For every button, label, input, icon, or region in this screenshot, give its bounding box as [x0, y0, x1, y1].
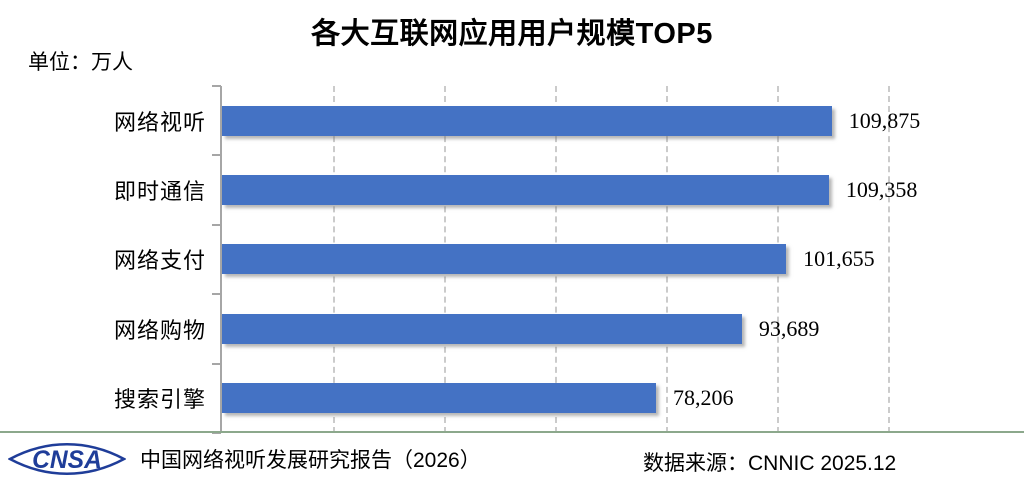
category-label: 搜索引擎	[113, 387, 206, 413]
plot-area: 109,875 109,358 101,655 93,689 78,206	[212, 85, 985, 434]
value-label: 109,358	[845, 177, 918, 203]
axis-tick	[212, 85, 221, 87]
footer-divider	[0, 431, 1024, 433]
bar-row: 109,875	[222, 86, 985, 155]
bar-row: 109,358	[222, 155, 985, 224]
category-label: 网络支付	[113, 248, 206, 274]
data-source: 数据来源：CNNIC 2025.12	[643, 452, 897, 475]
axis-tick	[212, 293, 221, 296]
category-label: 网络视听	[113, 109, 206, 135]
y-axis-line	[220, 86, 222, 433]
bar	[222, 175, 829, 206]
unit-label: 单位：万人	[28, 50, 133, 74]
bar	[222, 105, 832, 136]
value-label: 78,206	[672, 385, 734, 411]
value-label: 101,655	[803, 246, 875, 272]
bar	[222, 313, 742, 344]
value-label: 109,875	[848, 107, 921, 133]
axis-tick	[212, 223, 221, 226]
axis-tick	[212, 154, 221, 157]
cnsa-logo-text: CNSA	[32, 447, 102, 474]
bar	[222, 244, 787, 275]
category-labels: 网络视听即时通信网络支付网络购物搜索引擎	[0, 86, 206, 433]
axis-tick	[212, 432, 221, 434]
category-label: 网络购物	[113, 317, 206, 343]
gridline	[887, 86, 890, 433]
footer-left: CNSA 中国网络视听发展研究报告（2026）	[8, 440, 481, 478]
category-label: 即时通信	[113, 179, 206, 205]
bar-row: 101,655	[222, 225, 985, 294]
value-label: 93,689	[758, 315, 820, 341]
report-title: 中国网络视听发展研究报告（2026）	[140, 449, 481, 472]
cnsa-logo: CNSA	[8, 443, 126, 475]
bar-row: 78,206	[222, 364, 985, 433]
axis-tick	[212, 362, 221, 365]
bar	[222, 383, 656, 414]
bar-row: 93,689	[222, 294, 985, 363]
chart-title: 各大互联网应用用户规模TOP5	[311, 18, 713, 50]
cnsa-logo-lens	[8, 443, 126, 475]
